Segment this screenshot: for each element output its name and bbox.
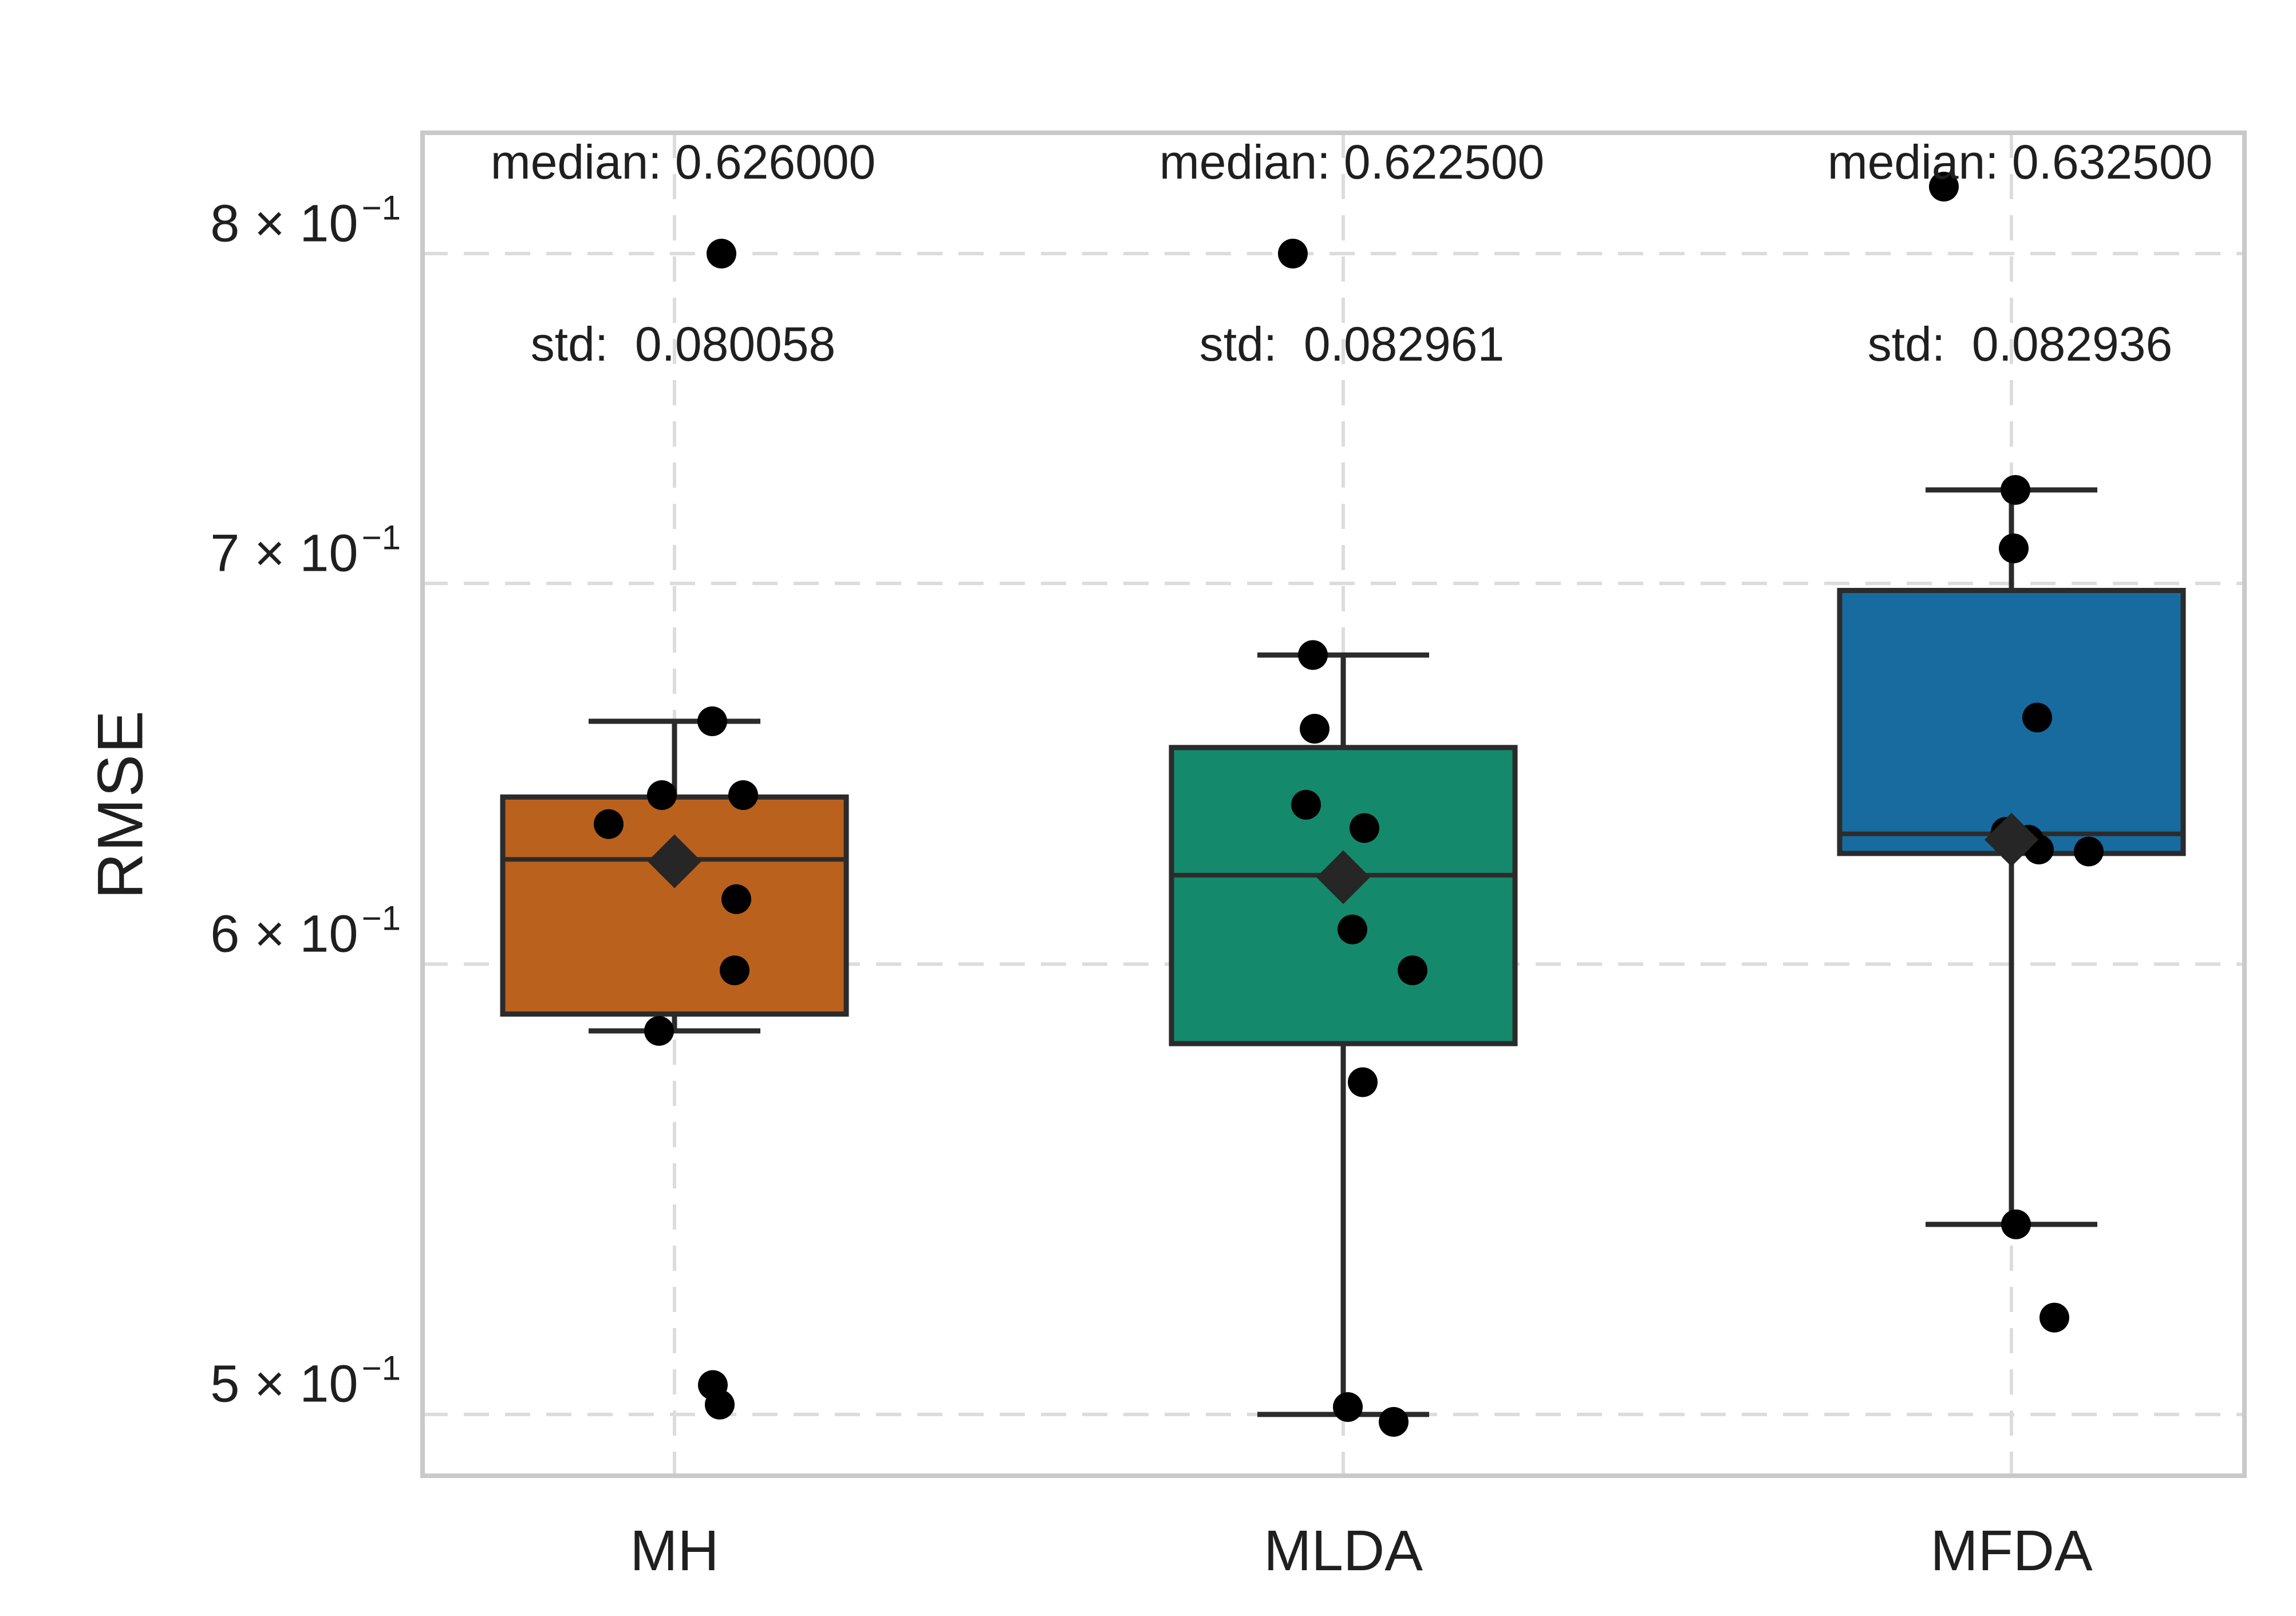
data-point: [1298, 640, 1328, 670]
data-point: [594, 809, 624, 839]
data-point: [1379, 1406, 1409, 1437]
data-point: [705, 1389, 735, 1420]
mean-diamond: [1985, 812, 2038, 867]
box-group-mfda: [1837, 171, 2186, 1333]
iqr-box: [1837, 587, 2186, 856]
annotation-median-label: median: 0.632500: [1827, 135, 2213, 189]
data-point: [1338, 914, 1367, 945]
data-point: [728, 780, 758, 810]
annotation-mlda: median: 0.622500 std: 0.082961: [980, 10, 1724, 496]
data-point: [1300, 714, 1330, 744]
x-tick-label-mfda: MFDA: [1930, 1519, 2093, 1583]
x-tick-label-mh: MH: [630, 1519, 719, 1583]
data-point: [720, 955, 749, 986]
annotation-mh: median: 0.626000 std: 0.080058: [311, 10, 1055, 496]
data-point: [1398, 955, 1427, 986]
data-point: [1999, 533, 2029, 563]
box-group-mh: [500, 239, 849, 1420]
data-point: [2001, 475, 2030, 505]
data-point: [1929, 171, 1959, 201]
data-point: [697, 706, 727, 736]
annotation-median-label: median: 0.626000: [490, 135, 876, 189]
annotation-mfda: median: 0.632500 std: 0.082936: [1648, 10, 2296, 496]
data-point: [1291, 789, 1321, 820]
data-point: [2074, 836, 2104, 867]
data-point: [647, 780, 677, 810]
plot-spine: [420, 131, 2247, 1478]
data-point: [1348, 1067, 1378, 1097]
y-axis-label: RMSE: [84, 709, 156, 899]
iqr-box: [500, 794, 849, 1017]
mean-diamond: [648, 834, 701, 888]
data-point: [707, 239, 736, 268]
data-point: [1333, 1392, 1363, 1423]
x-tick-label-mlda: MLDA: [1264, 1519, 1423, 1583]
data-point: [644, 1016, 674, 1046]
annotation-std-label: std: 0.082961: [1199, 317, 1505, 371]
box-group-mlda: [1169, 239, 1518, 1437]
mean-diamond: [1316, 850, 1370, 904]
data-point: [2001, 1209, 2031, 1239]
annotation-std-label: std: 0.080058: [530, 317, 836, 371]
data-point: [721, 884, 751, 914]
data-point: [1278, 239, 1308, 268]
annotation-std-label: std: 0.082936: [1867, 317, 2173, 371]
data-point: [1350, 813, 1379, 843]
data-point: [2039, 1302, 2069, 1333]
annotation-median-label: median: 0.622500: [1159, 135, 1545, 189]
data-point: [2022, 702, 2052, 733]
